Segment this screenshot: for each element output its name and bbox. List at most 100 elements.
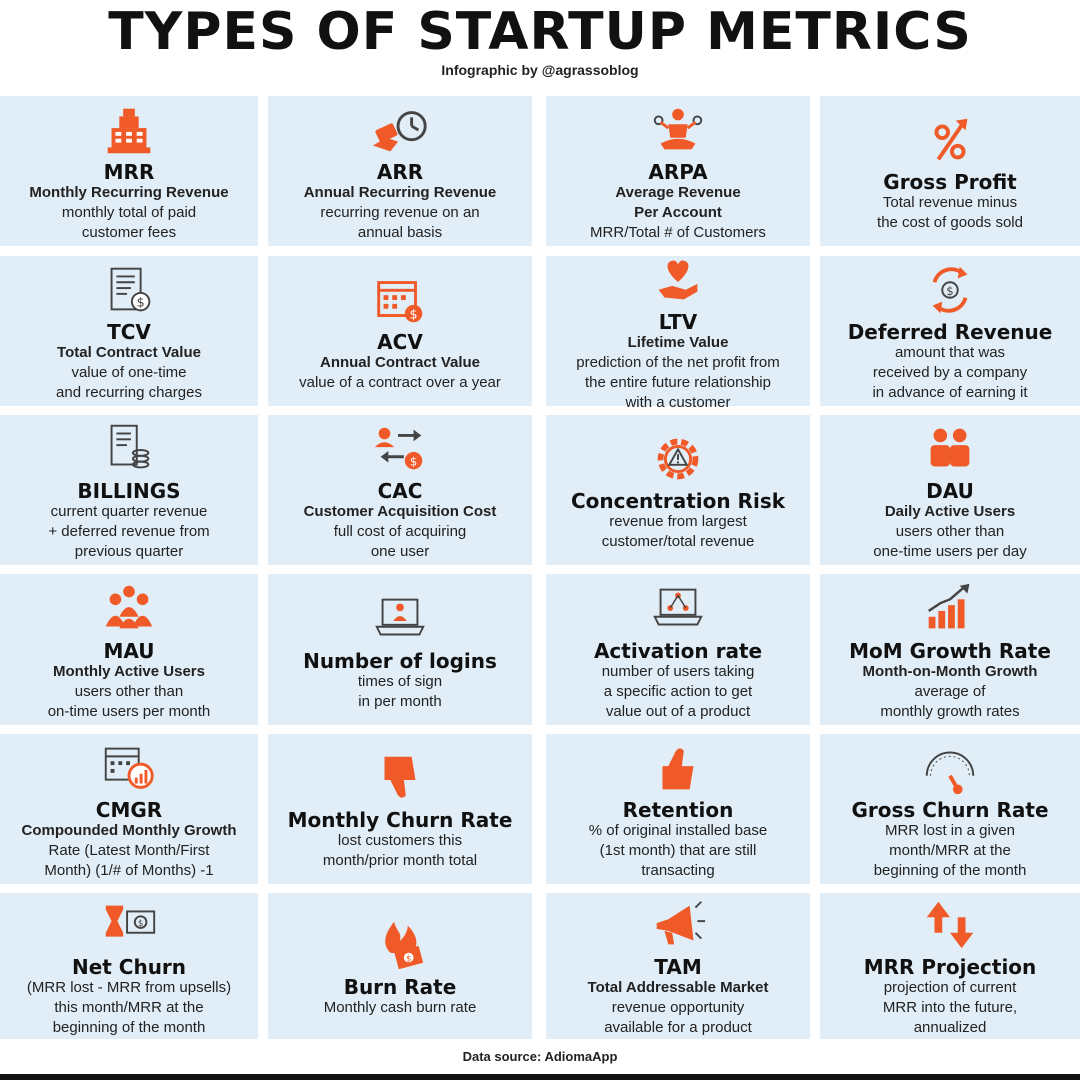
metric-description-line: recurring revenue on an: [320, 204, 480, 221]
metric-card-mom-growth-rate: MoM Growth Rate Month-on-Month Growth aver…: [820, 574, 1080, 725]
metric-card-mrr: MRR Monthly Recurring Revenue monthly tota…: [0, 96, 258, 246]
metric-full-name: Month-on-Month Growth: [862, 662, 1038, 680]
metric-name: MoM Growth Rate: [849, 638, 1051, 663]
metric-description-line: revenue opportunity: [611, 999, 745, 1016]
metric-description-line: this month/MRR at the: [54, 999, 204, 1016]
metric-description-line: Total revenue minus: [882, 194, 1018, 211]
metric-description-line: in advance of earning it: [872, 384, 1028, 401]
metric-description-line: customer fees: [81, 224, 177, 241]
metric-description-line: full cost of acquiring: [333, 523, 467, 540]
metric-full-name: Annual Recurring Revenue: [303, 184, 497, 201]
hourglass-money-icon: $: [98, 894, 160, 956]
metric-name: ARPA: [648, 160, 708, 184]
meditation-coins-icon: [647, 99, 709, 161]
metric-description-line: current quarter revenue: [50, 503, 208, 520]
metric-full-name: Monthly Active Users: [53, 662, 205, 680]
page-title: TYPES OF STARTUP METRICS: [108, 2, 972, 62]
metric-description-line: monthly total of paid: [61, 204, 197, 221]
metric-name: MRR: [103, 160, 155, 184]
svg-text:$: $: [137, 294, 145, 309]
metric-card-ltv: LTV Lifetime Value prediction of the net p…: [546, 256, 810, 411]
metric-description-line: average of: [914, 682, 986, 700]
thumbs-up-icon: [647, 737, 709, 799]
metric-name: Activation rate: [593, 638, 763, 663]
metric-description-line: available for a product: [604, 1019, 752, 1036]
metric-description-line: MRR/Total # of Customers: [590, 224, 766, 241]
metric-card-cmgr: CMGR Compounded Monthly Growth Rate (Lates…: [0, 734, 258, 884]
metric-card-net-churn: $ Net Churn (MRR lost - MRR from upsells) t…: [0, 893, 258, 1039]
metric-description-line: previous quarter: [74, 543, 184, 560]
metric-name: Retention: [622, 798, 734, 822]
metric-description-line: prediction of the net profit from: [576, 354, 780, 371]
metric-full-name: Customer Acquisition Cost: [303, 503, 497, 520]
cycle-dollar-icon: $: [919, 259, 981, 321]
metric-card-dau: DAU Daily Active Users users other than one…: [820, 415, 1080, 565]
metric-description-line: value of a contract over a year: [299, 374, 501, 391]
svg-text:$: $: [946, 284, 953, 298]
metric-full-name: Lifetime Value: [627, 334, 729, 351]
metric-description-line: Rate (Latest Month/First: [48, 842, 210, 859]
metric-description-line: with a customer: [625, 394, 731, 411]
metric-card-acv: $ ACV Annual Contract Value value of a cont…: [268, 256, 532, 406]
metric-description-line: customer/total revenue: [601, 533, 755, 550]
metric-description-line: and recurring charges: [56, 384, 202, 401]
metric-name: LTV: [658, 310, 698, 334]
metrics-grid: MRR Monthly Recurring Revenue monthly tota…: [0, 96, 1080, 1042]
metric-description-line: Monthly cash burn rate: [323, 999, 477, 1016]
metric-full-name-line2: Per Account: [634, 204, 722, 221]
metric-description-line: % of original installed base: [588, 822, 768, 839]
metric-description-line: month/MRR at the: [889, 842, 1011, 859]
metric-name: CAC: [377, 479, 423, 503]
metric-description-line: times of sign: [357, 672, 443, 690]
metric-card-burn-rate: $ Burn Rate Monthly cash burn rate: [268, 893, 532, 1039]
metric-name: CMGR: [95, 798, 163, 822]
metric-description-line: on-time users per month: [47, 702, 211, 720]
metric-name: TAM: [654, 955, 702, 979]
metric-card-deferred-revenue: $ Deferred Revenue amount that was received…: [820, 256, 1080, 406]
metric-name: Gross Profit: [883, 170, 1017, 194]
metric-full-name: Compounded Monthly Growth: [21, 822, 237, 839]
megaphone-icon: [647, 894, 709, 956]
metric-description-line: lost customers this: [337, 832, 463, 849]
metric-description-line: value of one-time: [71, 364, 187, 381]
calendar-chart-icon: [98, 737, 160, 799]
metric-card-activation-rate: Activation rate number of users taking a s…: [546, 574, 810, 725]
metric-name: ARR: [376, 160, 424, 184]
metric-description-line: users other than: [74, 682, 184, 700]
metric-card-monthly-churn-rate: Monthly Churn Rate lost customers this mon…: [268, 734, 532, 884]
metric-description-line: monthly growth rates: [880, 702, 1020, 720]
laptop-network-icon: [647, 578, 709, 640]
data-source: Data source: AdiomaApp: [462, 1049, 618, 1064]
metric-full-name: Total Addressable Market: [587, 979, 769, 996]
metric-card-cac: $ CAC Customer Acquisition Cost full cost o…: [268, 415, 532, 565]
metric-card-tam: TAM Total Addressable Market revenue oppor…: [546, 893, 810, 1039]
svg-text:$: $: [406, 954, 412, 964]
metric-card-concentration-risk: Concentration Risk revenue from largest cu…: [546, 415, 810, 565]
svg-text:$: $: [410, 454, 417, 468]
page-subtitle: Infographic by @agrassoblog: [441, 62, 639, 78]
metric-name: Deferred Revenue: [847, 320, 1053, 344]
metric-description-line: transacting: [641, 862, 715, 879]
metric-description-line: one user: [370, 543, 430, 560]
metric-name: DAU: [926, 479, 974, 503]
metric-description-line: received by a company: [872, 364, 1028, 381]
metric-description-line: number of users taking: [601, 662, 755, 680]
heart-hand-icon: [647, 249, 709, 311]
metric-description-line: a specific action to get: [603, 682, 753, 700]
metric-description-line: (MRR lost - MRR from upsells): [26, 979, 232, 996]
metric-description-line: beginning of the month: [52, 1019, 206, 1036]
metric-full-name: Annual Contract Value: [319, 354, 481, 371]
metric-description-line: Month) (1/# of Months) -1: [44, 862, 214, 879]
metric-name: Burn Rate: [343, 975, 457, 999]
metric-name: Concentration Risk: [570, 489, 786, 513]
two-users-icon: [919, 418, 981, 480]
metric-full-name: Total Contract Value: [57, 344, 201, 361]
metric-description-line: in per month: [358, 692, 442, 710]
growth-chart-icon: [919, 578, 981, 640]
metric-card-arr: ARR Annual Recurring Revenue recurring rev…: [268, 96, 532, 246]
calendar-dollar-icon: $: [369, 269, 431, 331]
metric-name: Net Churn: [71, 955, 187, 979]
metric-description-line: amount that was: [894, 344, 1006, 361]
gear-warning-icon: [647, 428, 709, 490]
metric-description-line: MRR lost in a given: [884, 822, 1016, 839]
